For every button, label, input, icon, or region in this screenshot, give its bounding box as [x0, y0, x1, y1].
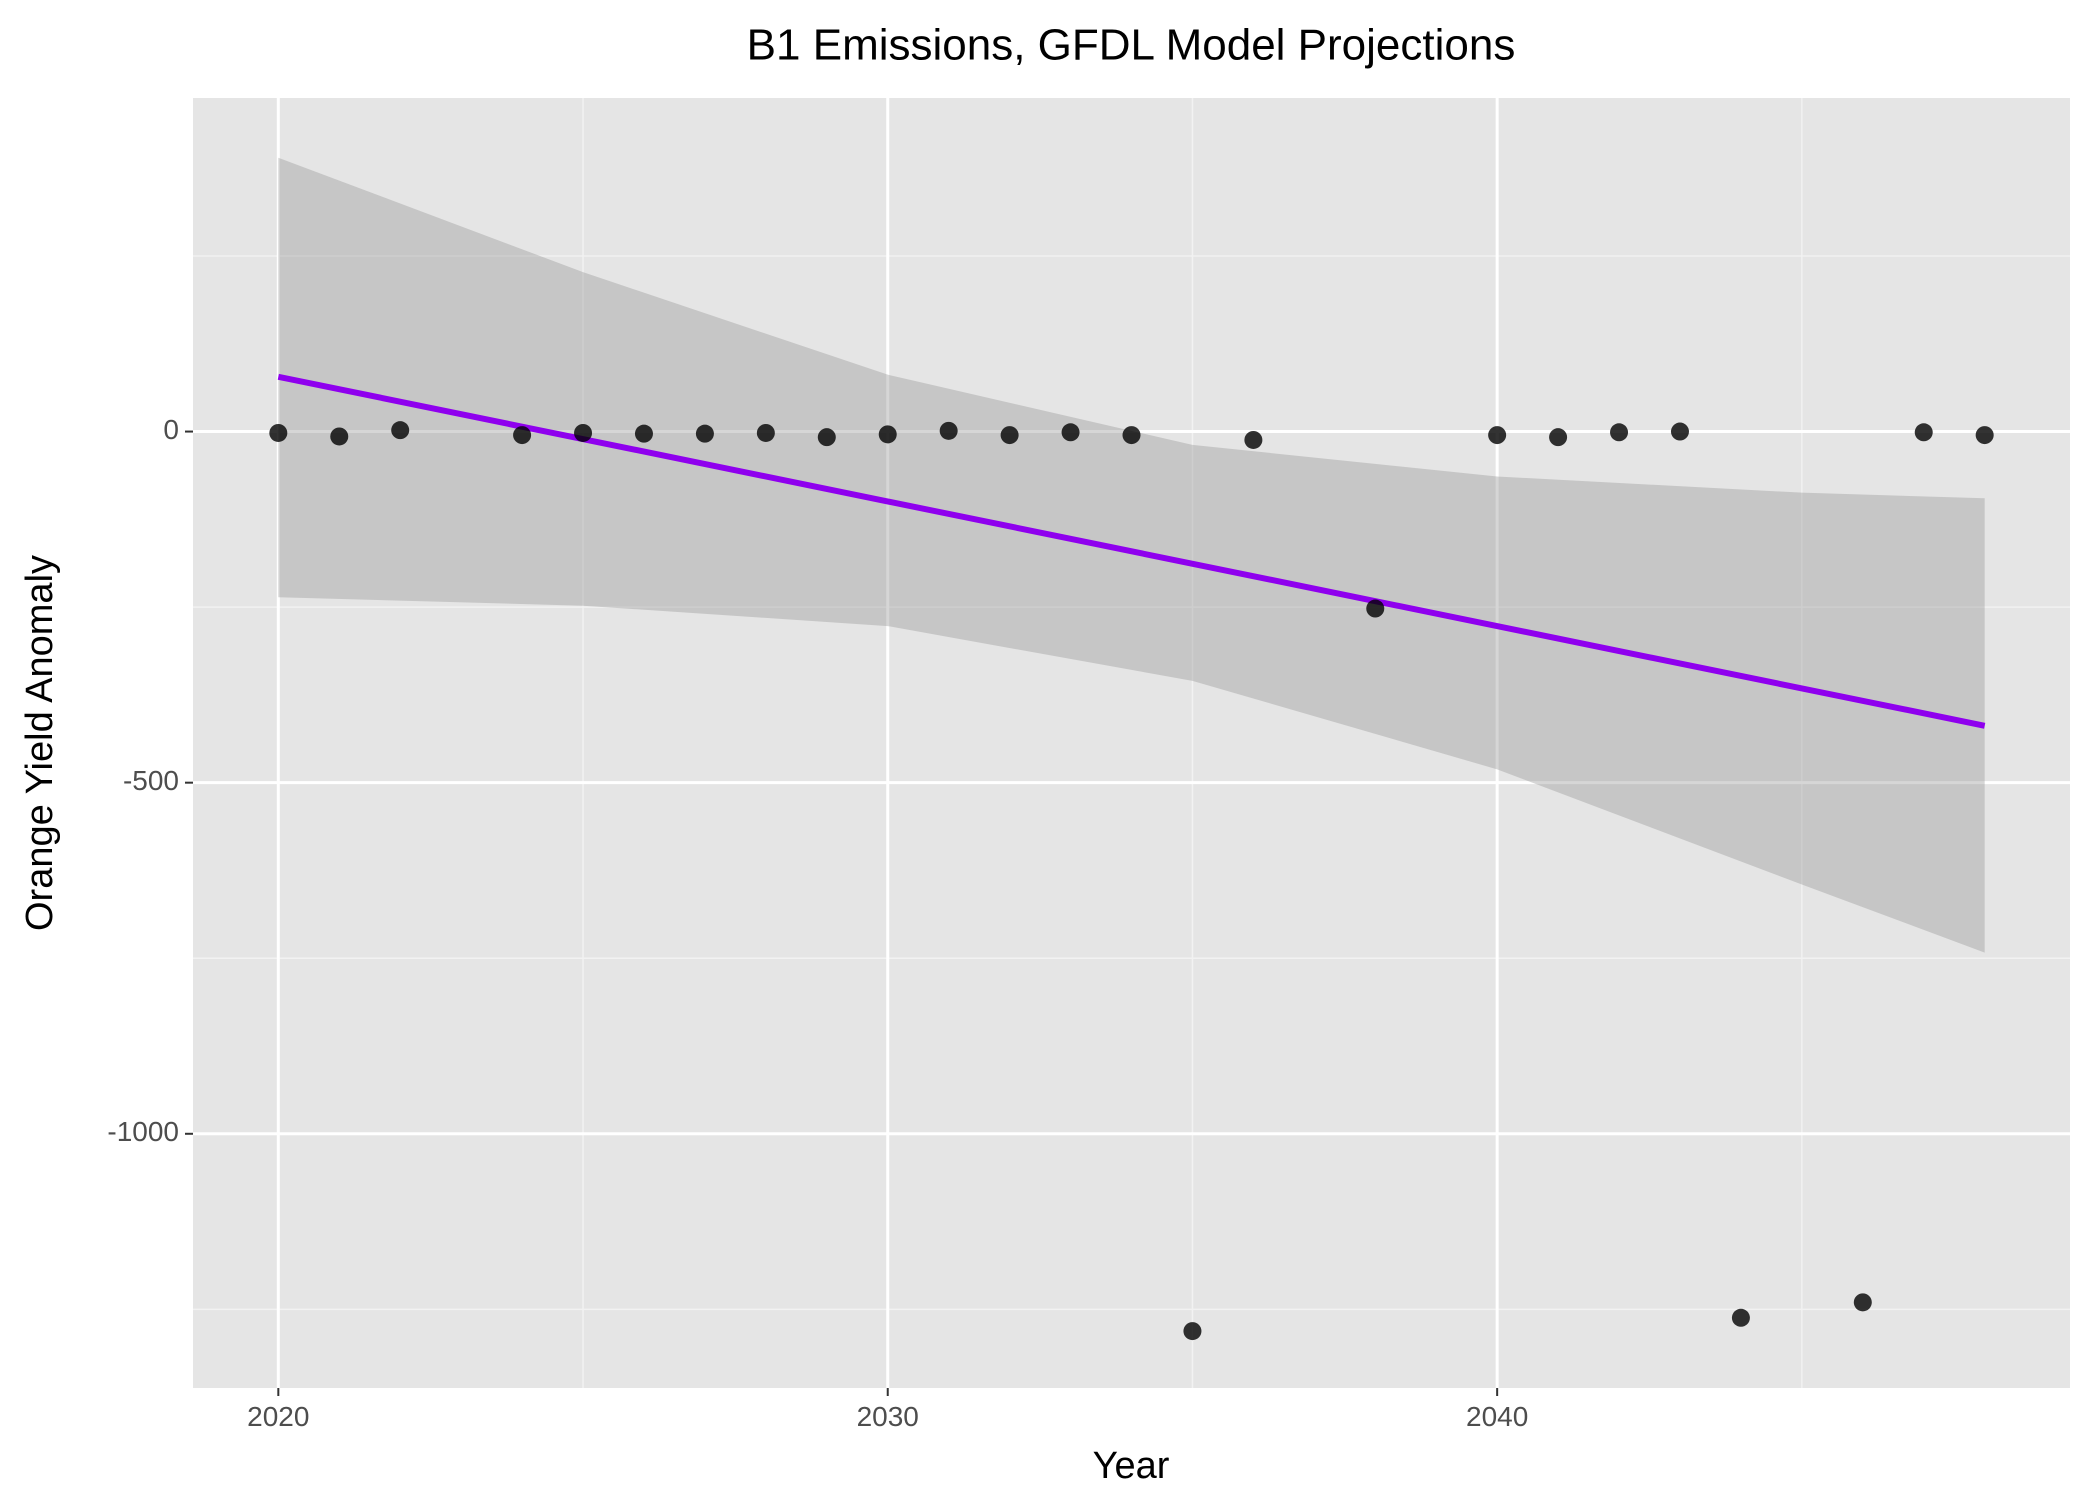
point	[391, 421, 410, 440]
y-tick-label: -1000	[107, 1116, 179, 1147]
y-tick-label: -500	[123, 765, 179, 796]
x-tick-label: 2040	[1466, 1401, 1528, 1432]
point	[1853, 1293, 1872, 1312]
point	[1244, 430, 1263, 449]
point	[330, 427, 349, 446]
point	[878, 425, 897, 444]
point	[817, 428, 836, 447]
x-tick-label: 2030	[857, 1401, 919, 1432]
point	[1183, 1322, 1202, 1341]
point	[269, 423, 288, 442]
point	[756, 423, 775, 442]
point	[1061, 423, 1080, 442]
point	[695, 424, 714, 443]
point	[939, 421, 958, 440]
point	[1610, 423, 1629, 442]
confidence-band	[278, 157, 1985, 953]
grid	[193, 98, 2070, 1388]
x-axis-title: Year	[1093, 1445, 1170, 1487]
fit-line	[277, 373, 1986, 729]
chart-title: B1 Emissions, GFDL Model Projections	[747, 21, 1516, 70]
point	[1366, 599, 1385, 618]
point	[1975, 426, 1994, 445]
point	[634, 424, 653, 443]
y-axis-title: Orange Yield Anomaly	[19, 555, 61, 931]
x-tick-label: 2020	[247, 1401, 309, 1432]
point	[1488, 426, 1507, 445]
point	[1000, 426, 1019, 445]
point	[1914, 423, 1933, 442]
point	[1549, 428, 1568, 447]
point	[1122, 426, 1141, 445]
point	[1731, 1308, 1750, 1327]
point	[513, 426, 532, 445]
point	[574, 423, 593, 442]
marks	[269, 157, 1994, 1341]
y-tick-label: 0	[163, 414, 179, 445]
point	[1670, 422, 1689, 441]
panel	[193, 98, 2070, 1388]
